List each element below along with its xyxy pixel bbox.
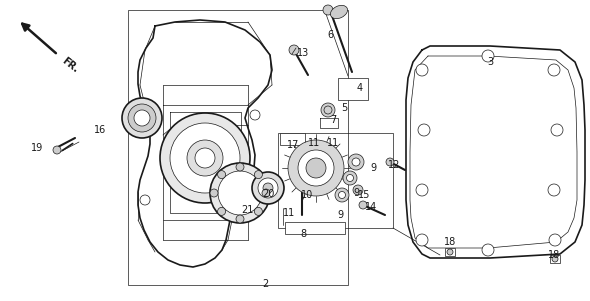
Text: 18: 18 — [444, 237, 456, 247]
Text: 13: 13 — [297, 48, 309, 58]
Circle shape — [134, 110, 150, 126]
Circle shape — [306, 158, 326, 178]
Circle shape — [352, 158, 360, 166]
Circle shape — [160, 113, 250, 203]
Circle shape — [552, 256, 558, 262]
Bar — [278, 133, 393, 228]
Circle shape — [551, 124, 563, 136]
Circle shape — [353, 185, 363, 195]
Text: 12: 12 — [388, 160, 400, 170]
Circle shape — [170, 123, 240, 193]
Text: 18: 18 — [548, 250, 560, 260]
Circle shape — [289, 45, 299, 55]
Circle shape — [140, 110, 150, 120]
Circle shape — [187, 140, 223, 176]
Text: 8: 8 — [300, 229, 306, 239]
Circle shape — [416, 184, 428, 196]
Circle shape — [288, 140, 344, 196]
Text: 16: 16 — [94, 125, 106, 135]
Circle shape — [346, 175, 353, 182]
Circle shape — [210, 189, 218, 197]
Circle shape — [236, 215, 244, 223]
Text: 9: 9 — [337, 210, 343, 220]
Text: 17: 17 — [287, 140, 299, 150]
Circle shape — [218, 171, 225, 178]
Circle shape — [482, 50, 494, 62]
Circle shape — [339, 191, 346, 198]
Circle shape — [348, 154, 364, 170]
Circle shape — [218, 207, 225, 216]
Bar — [338, 78, 368, 100]
Text: 7: 7 — [330, 115, 336, 125]
Circle shape — [482, 244, 494, 256]
Circle shape — [236, 163, 244, 171]
Text: 11: 11 — [283, 208, 295, 218]
Circle shape — [418, 124, 430, 136]
Circle shape — [447, 249, 453, 255]
Circle shape — [359, 201, 367, 209]
Bar — [285, 222, 345, 234]
Text: 14: 14 — [365, 202, 377, 212]
Circle shape — [210, 163, 270, 223]
Circle shape — [298, 150, 334, 186]
Text: 20: 20 — [262, 189, 274, 199]
Circle shape — [343, 171, 357, 185]
Text: 2: 2 — [262, 279, 268, 289]
Circle shape — [250, 110, 260, 120]
Circle shape — [321, 103, 335, 117]
Text: FR.: FR. — [60, 56, 80, 75]
Circle shape — [548, 184, 560, 196]
Circle shape — [53, 146, 61, 154]
Circle shape — [262, 189, 270, 197]
Text: 9: 9 — [370, 163, 376, 173]
Circle shape — [549, 234, 561, 246]
Circle shape — [335, 188, 349, 202]
Text: 3: 3 — [487, 57, 493, 67]
Circle shape — [323, 5, 333, 15]
Text: 5: 5 — [341, 103, 347, 113]
Circle shape — [128, 104, 156, 132]
Circle shape — [263, 183, 273, 193]
Circle shape — [416, 234, 428, 246]
Circle shape — [416, 64, 428, 76]
Circle shape — [195, 148, 215, 168]
Circle shape — [386, 158, 394, 166]
Ellipse shape — [330, 5, 348, 19]
Bar — [445, 248, 455, 256]
Bar — [550, 255, 560, 263]
Text: 21: 21 — [241, 205, 253, 215]
Circle shape — [252, 172, 284, 204]
Circle shape — [258, 178, 278, 198]
Text: 6: 6 — [327, 30, 333, 40]
Circle shape — [250, 195, 260, 205]
Text: 19: 19 — [31, 143, 43, 153]
Bar — [128, 10, 348, 285]
Text: 11: 11 — [308, 138, 320, 148]
Circle shape — [254, 171, 263, 178]
Circle shape — [548, 64, 560, 76]
Circle shape — [140, 195, 150, 205]
Bar — [280, 133, 305, 145]
Circle shape — [218, 171, 262, 215]
Circle shape — [254, 207, 263, 216]
Text: 9: 9 — [353, 188, 359, 198]
Text: 4: 4 — [357, 83, 363, 93]
Circle shape — [122, 98, 162, 138]
Text: 10: 10 — [301, 190, 313, 200]
Text: 15: 15 — [358, 190, 370, 200]
Text: 11: 11 — [327, 138, 339, 148]
